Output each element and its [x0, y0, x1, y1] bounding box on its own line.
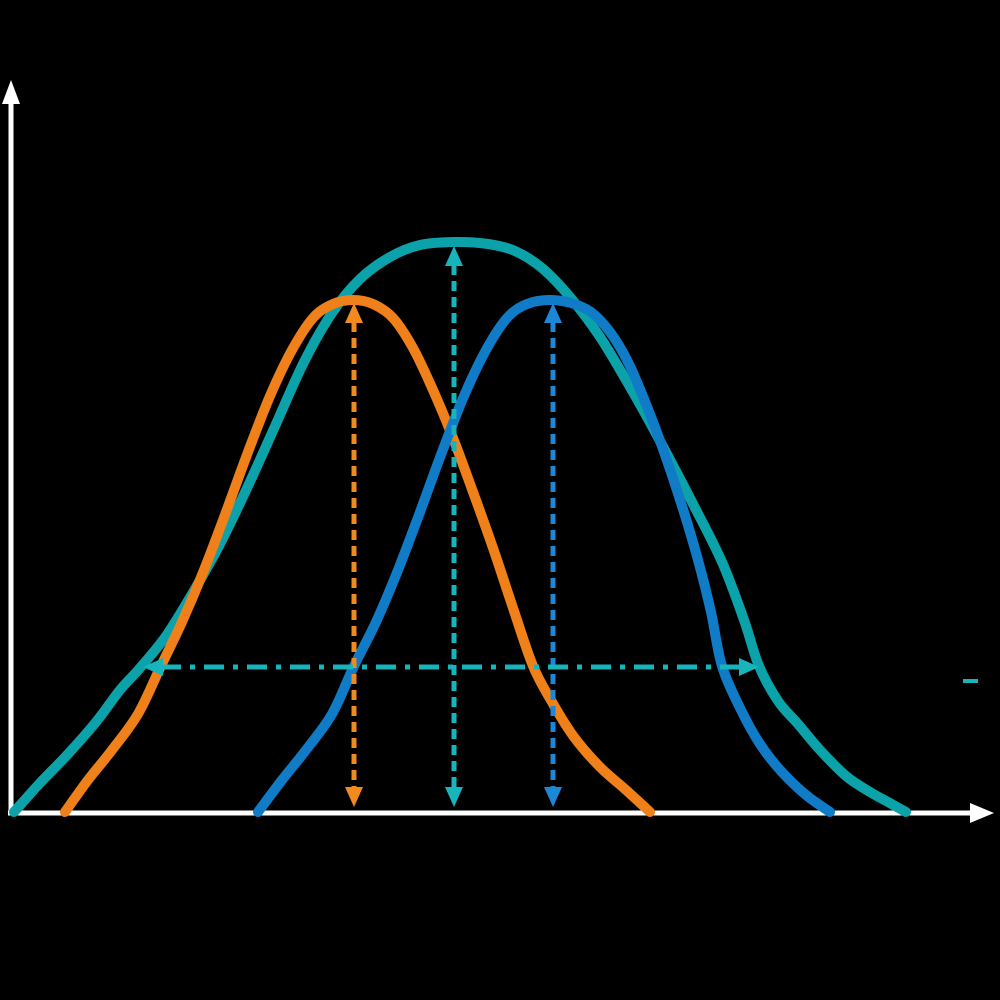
- small-teal-dash: [963, 679, 978, 683]
- x-axis-arrowhead-icon: [970, 803, 994, 823]
- y-axis-arrowhead-icon: [2, 80, 20, 104]
- teal-peak-height-arrow-bottom-arrowhead-icon: [445, 787, 463, 807]
- envelope-width-arrow-left-arrowhead-icon: [143, 658, 163, 676]
- blue-peak-height-arrow-bottom-arrowhead-icon: [544, 787, 562, 807]
- right-component-curve-blue: [253, 294, 835, 817]
- orange-peak-height-arrow-top-arrowhead-icon: [345, 303, 363, 323]
- left-component-curve-orange: [60, 294, 655, 817]
- envelope-curve-teal: [9, 236, 911, 817]
- envelope-width-arrow-right-arrowhead-icon: [739, 658, 759, 676]
- blue-peak-height-arrow-top-arrowhead-icon: [544, 303, 562, 323]
- teal-peak-height-arrow-top-arrowhead-icon: [445, 246, 463, 266]
- orange-peak-height-arrow-bottom-arrowhead-icon: [345, 787, 363, 807]
